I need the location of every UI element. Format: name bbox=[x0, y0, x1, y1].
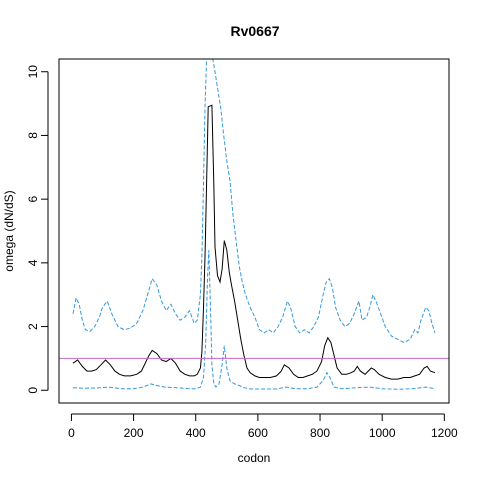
y-tick-label: 2 bbox=[26, 323, 40, 330]
y-tick-label: 0 bbox=[26, 387, 40, 394]
x-tick-label: 400 bbox=[186, 426, 206, 440]
y-tick-label: 4 bbox=[26, 259, 40, 266]
x-tick-label: 800 bbox=[310, 426, 330, 440]
series-layer bbox=[59, 59, 449, 390]
x-axis: 0 200 400 600 800 1000 1200 bbox=[68, 413, 458, 440]
series-upper-line bbox=[72, 59, 436, 344]
y-tick-label: 8 bbox=[26, 132, 40, 139]
y-axis-label: omega (dN/dS) bbox=[2, 190, 16, 271]
y-axis: 0 2 4 6 8 10 bbox=[26, 65, 49, 394]
x-tick-label: 0 bbox=[68, 426, 75, 440]
y-tick-label: 10 bbox=[26, 65, 40, 79]
series-lower-line bbox=[72, 250, 436, 390]
y-tick-label: 6 bbox=[26, 195, 40, 202]
plot-frame bbox=[58, 58, 450, 404]
x-tick-label: 600 bbox=[248, 426, 268, 440]
x-tick-label: 1200 bbox=[431, 426, 458, 440]
x-tick-label: 200 bbox=[124, 426, 144, 440]
x-tick-label: 1000 bbox=[369, 426, 396, 440]
chart-title: Rv0667 bbox=[230, 23, 279, 39]
series-estimate-line bbox=[72, 104, 436, 380]
x-axis-label: codon bbox=[238, 451, 271, 465]
